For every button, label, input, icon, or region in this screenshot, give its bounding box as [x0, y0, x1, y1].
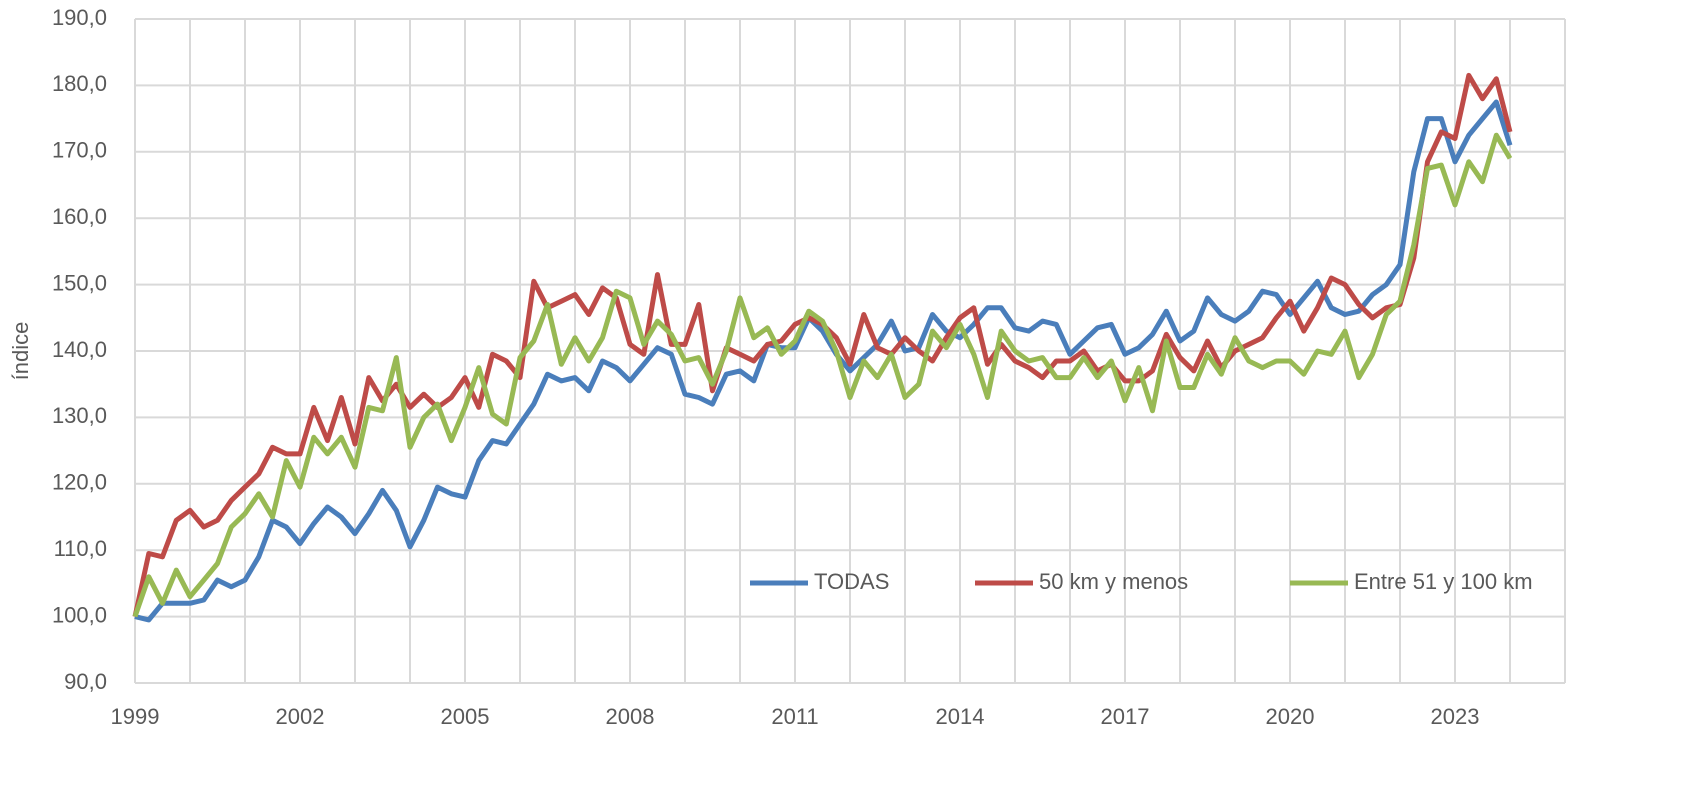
x-tick-label: 2011 — [771, 704, 818, 729]
x-tick-label: 2023 — [1431, 704, 1480, 729]
x-tick-label: 2002 — [276, 704, 325, 729]
series-line — [132, 72, 1513, 618]
y-tick-label: 140,0 — [52, 337, 107, 362]
x-tick-label: 1999 — [111, 704, 160, 729]
y-tick-label: 160,0 — [52, 204, 107, 229]
x-tick-label: 2005 — [441, 704, 490, 729]
x-tick-label: 2008 — [606, 704, 655, 729]
series-line — [132, 132, 1513, 618]
y-tick-label: 180,0 — [52, 71, 107, 96]
legend-label: 50 km y menos — [1039, 569, 1188, 594]
y-tick-label: 130,0 — [52, 403, 107, 428]
y-tick-label: 120,0 — [52, 470, 107, 495]
legend-label: Entre 51 y 100 km — [1354, 569, 1533, 594]
y-tick-label: 150,0 — [52, 270, 107, 295]
x-tick-label: 2014 — [936, 704, 985, 729]
series-line — [134, 99, 1513, 623]
y-tick-label: 110,0 — [54, 536, 107, 561]
x-tick-label: 2017 — [1101, 704, 1150, 729]
y-axis-label: índice — [8, 322, 33, 381]
y-tick-label: 100,0 — [52, 602, 107, 627]
y-tick-label: 90,0 — [64, 669, 107, 694]
x-tick-label: 2020 — [1266, 704, 1315, 729]
y-tick-label: 170,0 — [52, 138, 107, 163]
legend-label: TODAS — [814, 569, 889, 594]
y-tick-label: 190,0 — [52, 5, 107, 30]
